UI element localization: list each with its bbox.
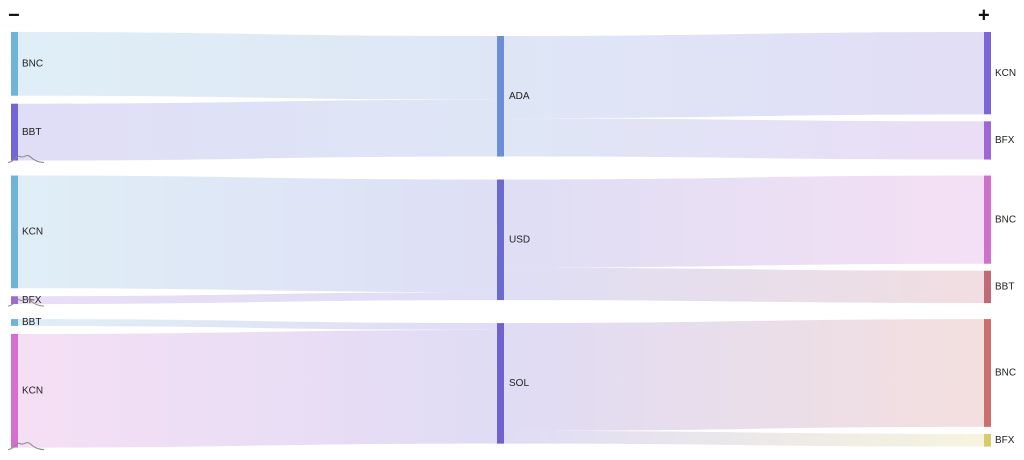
link bbox=[18, 175, 497, 293]
link bbox=[18, 32, 497, 100]
source-label: BBT bbox=[22, 127, 41, 138]
source-node bbox=[11, 175, 18, 289]
target-node bbox=[984, 270, 991, 304]
target-label: BFX bbox=[995, 135, 1015, 146]
middle-node bbox=[497, 323, 504, 444]
source-node bbox=[11, 296, 18, 305]
source-node bbox=[11, 32, 18, 96]
target-label: BNC bbox=[995, 368, 1016, 379]
link bbox=[504, 118, 984, 160]
link bbox=[504, 267, 984, 304]
link bbox=[504, 430, 984, 447]
link bbox=[504, 175, 984, 268]
source-label: KCN bbox=[22, 227, 43, 238]
link bbox=[18, 319, 497, 330]
link bbox=[504, 319, 984, 431]
sparkline-icon bbox=[7, 298, 45, 307]
collapse-button[interactable]: − bbox=[8, 4, 20, 26]
expand-button[interactable]: + bbox=[978, 4, 990, 26]
source-node bbox=[11, 319, 18, 326]
source-label: KCN bbox=[22, 385, 43, 396]
source-node bbox=[11, 103, 18, 161]
nodes: BNC BBT KCN BFX ADA KCN BFX BNC BBT USD BBT KCN BNC B… bbox=[7, 32, 1016, 451]
source-label: BBT bbox=[22, 317, 41, 328]
link bbox=[18, 99, 497, 161]
sparkline-icon bbox=[7, 155, 45, 164]
link bbox=[18, 329, 497, 448]
target-node bbox=[984, 121, 991, 160]
middle-label: ADA bbox=[509, 91, 530, 102]
sparkline-icon bbox=[7, 442, 45, 451]
target-node bbox=[984, 319, 991, 427]
target-label: KCN bbox=[995, 68, 1016, 79]
middle-node bbox=[497, 36, 504, 157]
links bbox=[18, 32, 984, 448]
middle-node bbox=[497, 179, 504, 301]
source-node bbox=[11, 333, 18, 448]
middle-label: USD bbox=[509, 234, 530, 245]
source-label: BFX bbox=[22, 295, 42, 306]
target-label: BNC bbox=[995, 214, 1016, 225]
target-label: BFX bbox=[995, 435, 1015, 446]
target-node bbox=[984, 433, 991, 447]
link bbox=[504, 32, 984, 119]
link bbox=[18, 292, 497, 305]
target-node bbox=[984, 32, 991, 115]
middle-label: SOL bbox=[509, 378, 529, 389]
target-label: BBT bbox=[995, 282, 1014, 293]
source-label: BNC bbox=[22, 58, 43, 69]
target-node bbox=[984, 175, 991, 264]
